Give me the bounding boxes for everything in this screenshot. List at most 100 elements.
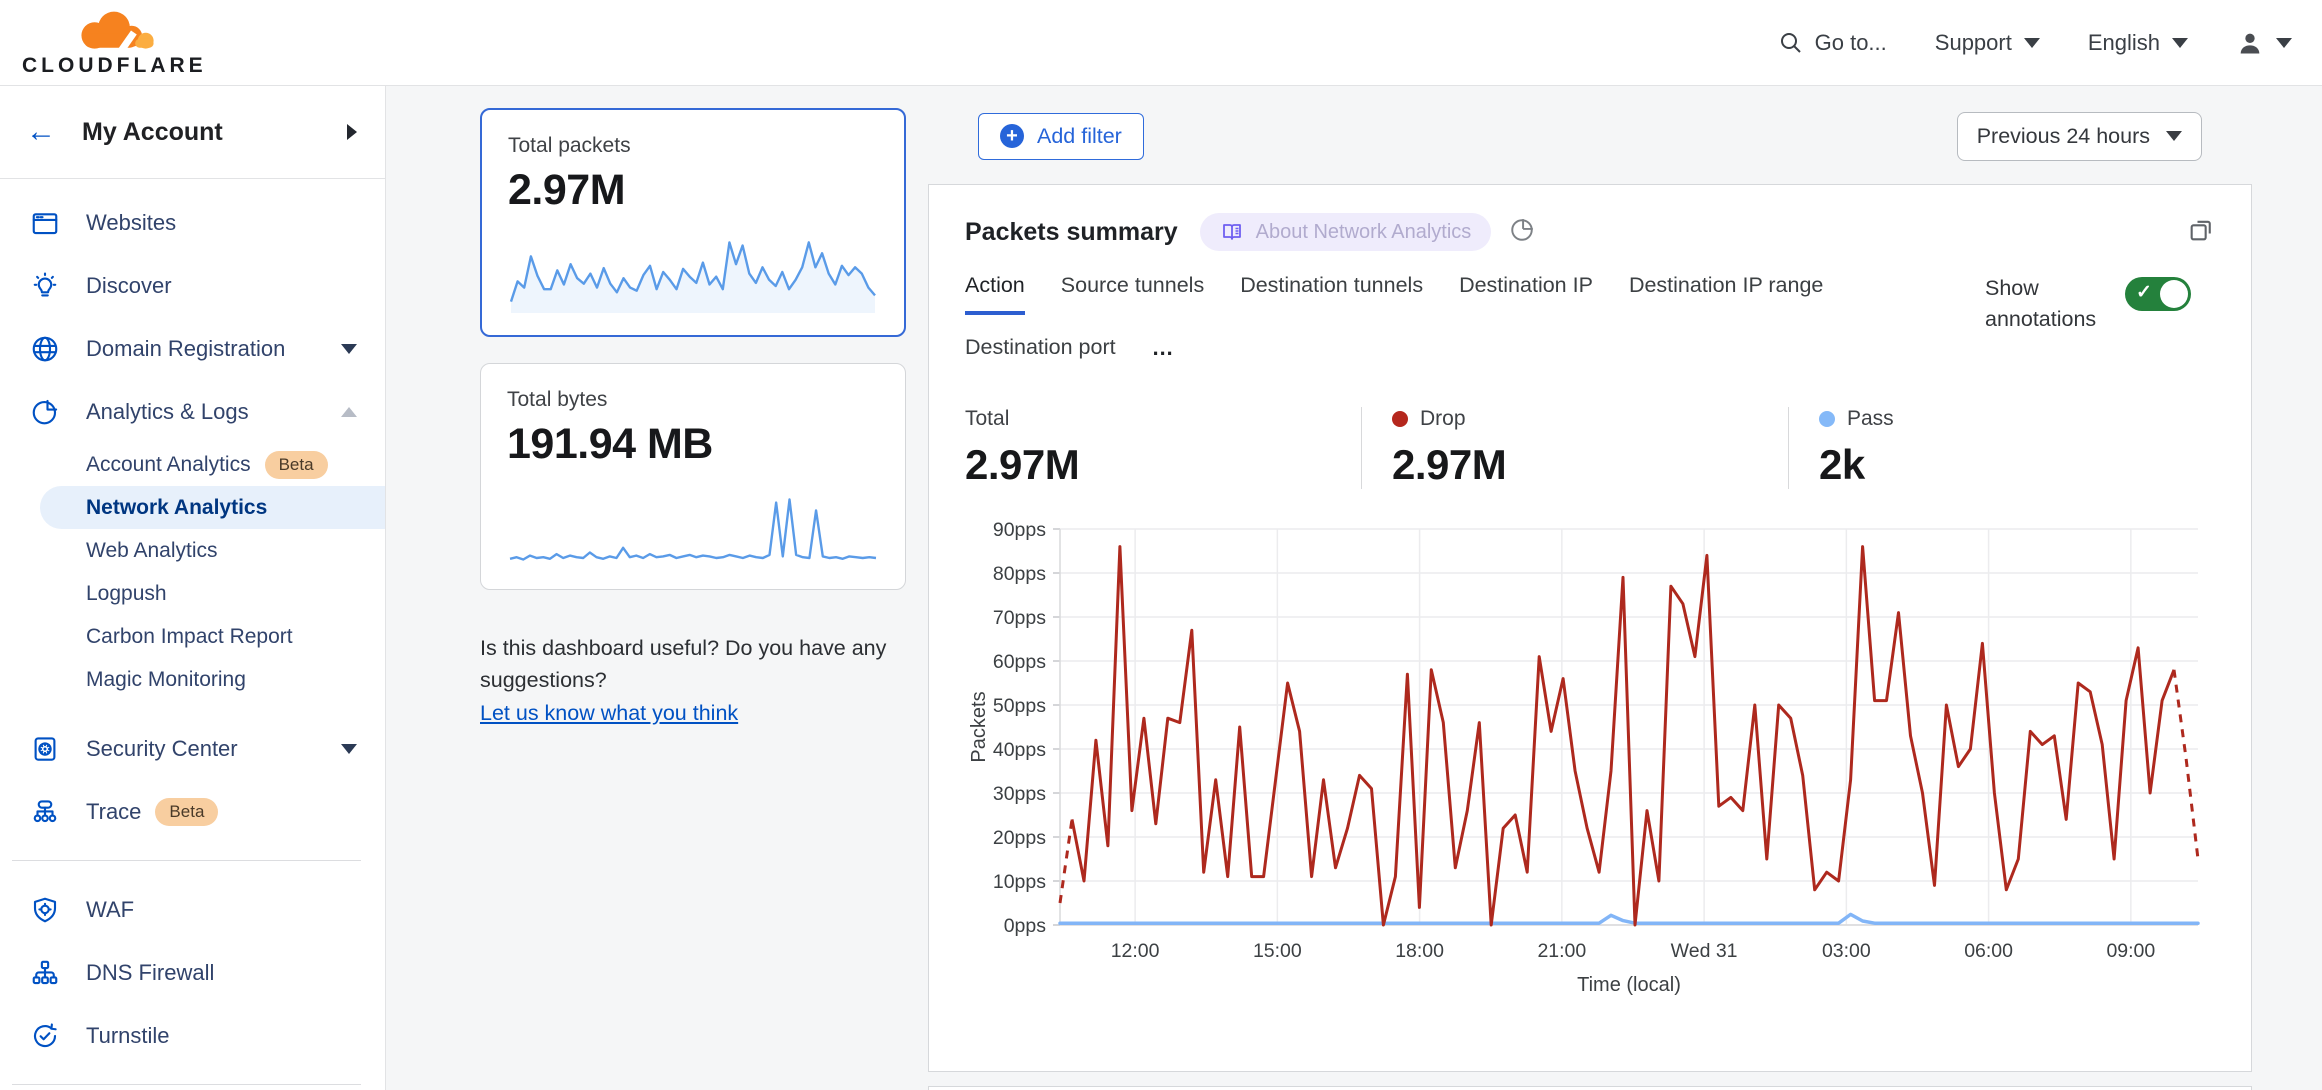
svg-text:Packets: Packets bbox=[968, 691, 990, 762]
sidebar-subitem-network-analytics[interactable]: Network Analytics bbox=[40, 486, 385, 529]
bulb-icon bbox=[30, 271, 60, 301]
sidebar-item-trace[interactable]: Trace Beta bbox=[0, 780, 385, 843]
chart-type-icon[interactable] bbox=[1509, 217, 1535, 248]
content-area: Total packets 2.97M Total bytes 191.94 M… bbox=[386, 86, 2322, 1090]
chevron-right-icon[interactable] bbox=[347, 124, 357, 140]
pie-icon bbox=[30, 397, 60, 427]
svg-text:60pps: 60pps bbox=[993, 651, 1046, 673]
sidebar-item-websites[interactable]: Websites bbox=[0, 191, 385, 254]
total-packets-card[interactable]: Total packets 2.97M bbox=[480, 108, 906, 337]
turnstile-icon bbox=[30, 1021, 60, 1051]
sidebar-subitem-web-analytics[interactable]: Web Analytics bbox=[0, 529, 385, 572]
stat-pass-label: Pass bbox=[1847, 407, 1894, 430]
sidebar-item-security-center[interactable]: Security Center bbox=[0, 717, 385, 780]
sidebar-subitem-carbon-impact-report[interactable]: Carbon Impact Report bbox=[0, 615, 385, 658]
back-arrow-icon[interactable]: ← bbox=[26, 115, 56, 148]
sidebar-item-discover[interactable]: Discover bbox=[0, 254, 385, 317]
time-range-button[interactable]: Previous 24 hours bbox=[1956, 111, 2202, 161]
svg-text:50pps: 50pps bbox=[993, 695, 1046, 717]
sidebar-subitem-magic-monitoring[interactable]: Magic Monitoring bbox=[0, 658, 385, 701]
goto-label: Go to... bbox=[1814, 29, 1887, 55]
dns-icon bbox=[30, 958, 60, 988]
account-title: My Account bbox=[82, 117, 223, 146]
sidebar-item-label: Trace bbox=[86, 798, 142, 824]
top-header: CLOUDFLARE Go to... Support English bbox=[0, 0, 2322, 86]
pass-dot-icon bbox=[1819, 411, 1835, 427]
svg-text:30pps: 30pps bbox=[993, 783, 1046, 805]
sidebar-subitem-logpush[interactable]: Logpush bbox=[0, 572, 385, 615]
tab-destination-port[interactable]: Destination port bbox=[965, 335, 1116, 359]
sidebar-item-waf[interactable]: WAF bbox=[0, 878, 385, 941]
add-filter-label: Add filter bbox=[1037, 123, 1122, 148]
feedback-link[interactable]: Let us know what you think bbox=[480, 700, 739, 725]
tab-destination-ip-range[interactable]: Destination IP range bbox=[1628, 273, 1824, 297]
expand-panel-icon[interactable] bbox=[2187, 216, 2215, 249]
check-icon: ✓ bbox=[2136, 282, 2152, 303]
tab-destination-tunnels[interactable]: Destination tunnels bbox=[1240, 273, 1424, 297]
total-packets-value: 2.97M bbox=[508, 166, 626, 214]
tab-destination-ip[interactable]: Destination IP bbox=[1459, 273, 1593, 297]
total-packets-title: Total packets bbox=[508, 134, 631, 157]
waf-icon bbox=[30, 895, 60, 925]
metrics-column: Total packets 2.97M Total bytes 191.94 M… bbox=[480, 108, 906, 1090]
search-icon bbox=[1780, 32, 1801, 53]
svg-text:0pps: 0pps bbox=[1004, 915, 1047, 937]
show-annotations-toggle[interactable]: ✓ bbox=[2125, 277, 2191, 311]
sidebar-item-turnstile[interactable]: Turnstile bbox=[0, 1004, 385, 1067]
goto-search[interactable]: Go to... bbox=[1779, 30, 1887, 56]
sidebar-subitem-label: Account Analytics bbox=[86, 452, 251, 476]
chevron-down-icon bbox=[341, 343, 357, 354]
sidebar-item-label: WAF bbox=[86, 896, 135, 922]
sidebar-item-domain-registration[interactable]: Domain Registration bbox=[0, 317, 385, 380]
chevron-down-icon bbox=[2276, 37, 2292, 48]
svg-text:03:00: 03:00 bbox=[1822, 940, 1871, 962]
tab-action[interactable]: Action bbox=[965, 273, 1025, 315]
svg-text:40pps: 40pps bbox=[993, 739, 1046, 761]
language-label: English bbox=[2087, 29, 2160, 55]
total-bytes-value: 191.94 MB bbox=[507, 420, 713, 468]
sidebar-item-analytics-logs[interactable]: Analytics & Logs bbox=[0, 380, 385, 443]
add-filter-button[interactable]: + Add filter bbox=[978, 112, 1144, 160]
language-menu[interactable]: English bbox=[2088, 30, 2188, 56]
panel-title: Packets summary bbox=[965, 217, 1178, 246]
tabs-overflow-button[interactable]: … bbox=[1151, 335, 1175, 360]
total-bytes-card[interactable]: Total bytes 191.94 MB bbox=[480, 363, 906, 590]
sidebar-subitem-label: Carbon Impact Report bbox=[86, 624, 293, 648]
sidebar-subitem-label: Magic Monitoring bbox=[86, 667, 246, 691]
svg-text:10pps: 10pps bbox=[993, 871, 1046, 893]
beta-badge: Beta bbox=[264, 450, 328, 479]
about-network-analytics-pill[interactable]: About Network Analytics bbox=[1199, 213, 1492, 251]
sidebar-nav: Websites Discover Domain Registration Analy… bbox=[0, 179, 385, 1090]
sidebar-item-dns-firewall[interactable]: DNS Firewall bbox=[0, 941, 385, 1004]
svg-text:06:00: 06:00 bbox=[1964, 940, 2013, 962]
shield-badge-icon bbox=[30, 734, 60, 764]
toggle-knob bbox=[2160, 280, 2188, 308]
support-menu[interactable]: Support bbox=[1935, 30, 2040, 56]
sidebar-divider bbox=[12, 1084, 361, 1085]
tab-source-tunnels[interactable]: Source tunnels bbox=[1060, 273, 1205, 297]
chevron-down-icon bbox=[2172, 37, 2188, 48]
sidebar-item-label: Discover bbox=[86, 272, 172, 298]
packets-chart[interactable]: 0pps 10pps 20pps 30pps 40pps 50pps 60pps 70pps 8… bbox=[965, 515, 2215, 1020]
analytics-column: + Add filter Previous 24 hours Packets s… bbox=[928, 108, 2252, 1090]
svg-text:21:00: 21:00 bbox=[1537, 940, 1586, 962]
show-annotations-label: Show annotations bbox=[1985, 276, 2097, 332]
sidebar-item-label: Analytics & Logs bbox=[86, 398, 249, 424]
chevron-down-icon bbox=[341, 743, 357, 754]
sidebar-subitem-account-analytics[interactable]: Account Analytics Beta bbox=[0, 443, 385, 486]
plus-icon: + bbox=[1000, 124, 1024, 148]
chevron-down-icon bbox=[2023, 37, 2040, 48]
book-icon bbox=[1222, 224, 1241, 240]
cloudflare-logo[interactable]: CLOUDFLARE bbox=[22, 9, 207, 76]
total-bytes-sparkline bbox=[507, 479, 879, 571]
account-menu[interactable] bbox=[2236, 29, 2292, 57]
svg-text:09:00: 09:00 bbox=[2106, 940, 2155, 962]
svg-text:Wed 31: Wed 31 bbox=[1671, 940, 1738, 962]
stat-pass: Pass 2k bbox=[1788, 407, 2215, 489]
user-icon bbox=[2240, 33, 2260, 53]
about-pill-label: About Network Analytics bbox=[1255, 220, 1472, 243]
stat-drop-label: Drop bbox=[1420, 407, 1466, 430]
svg-text:Time (local): Time (local) bbox=[1577, 974, 1681, 996]
chevron-up-icon bbox=[341, 406, 357, 417]
stat-drop-value: 2.97M bbox=[1392, 441, 1507, 488]
